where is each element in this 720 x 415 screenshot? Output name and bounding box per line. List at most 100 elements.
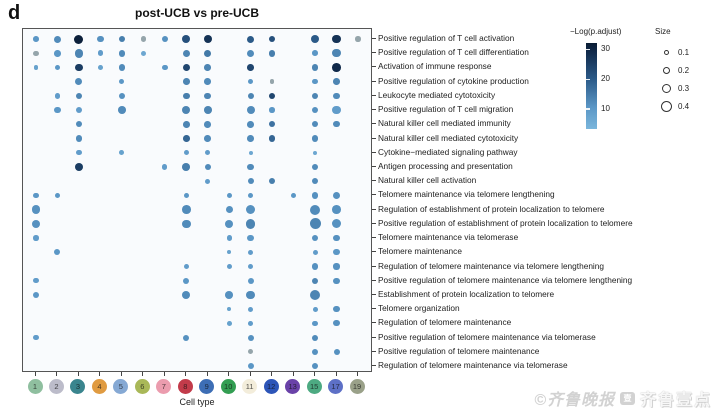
data-dot bbox=[355, 36, 361, 42]
pathway-label: Telomere organization bbox=[378, 303, 460, 314]
x-axis-tick bbox=[206, 372, 208, 376]
pathway-label: Telomere maintenance via telomere length… bbox=[378, 189, 555, 200]
data-dot bbox=[312, 50, 318, 56]
data-dot bbox=[333, 277, 340, 284]
x-axis-tick bbox=[249, 372, 251, 376]
data-dot bbox=[312, 306, 318, 312]
cell-type-badge: 7 bbox=[156, 378, 172, 394]
pathway-label: Leukocyte mediated cytotoxicity bbox=[378, 89, 496, 100]
cell-type-badge: 1 bbox=[27, 378, 43, 394]
size-legend-label: 0.3 bbox=[678, 83, 690, 93]
data-dot bbox=[225, 205, 233, 214]
color-legend-tick-label: 30 bbox=[601, 44, 610, 54]
cell-type-badge: 4 bbox=[91, 378, 107, 394]
data-dot bbox=[312, 163, 319, 171]
data-dot bbox=[75, 135, 83, 142]
pathway-label: Cytokine−mediated signaling pathway bbox=[378, 146, 518, 157]
data-dot bbox=[312, 348, 319, 355]
data-dot bbox=[312, 78, 318, 85]
data-dot bbox=[204, 92, 212, 100]
cell-type-badge: 5 bbox=[113, 378, 129, 394]
data-dot bbox=[248, 349, 254, 355]
pathway-label: Positive regulation of T cell differenti… bbox=[378, 47, 529, 58]
pathway-label: Positive regulation of T cell activation bbox=[378, 33, 515, 43]
size-legend-title: Size bbox=[655, 27, 671, 36]
y-axis-tick bbox=[372, 165, 376, 167]
color-legend-tick-label: 10 bbox=[601, 103, 610, 113]
x-axis-tick bbox=[77, 372, 79, 376]
x-axis-tick bbox=[271, 372, 273, 376]
data-dot bbox=[332, 219, 342, 229]
data-dot bbox=[31, 205, 41, 214]
data-dot bbox=[162, 164, 168, 170]
y-axis-tick bbox=[372, 293, 376, 295]
data-dot bbox=[182, 290, 191, 300]
data-dot bbox=[269, 92, 276, 99]
data-dot bbox=[247, 334, 254, 341]
data-dot bbox=[182, 92, 190, 100]
data-dot bbox=[247, 163, 254, 171]
y-axis-tick bbox=[372, 251, 376, 253]
pathway-label: Regulation of telomere maintenance via t… bbox=[378, 260, 605, 271]
pathway-label: Positive regulation of cytokine producti… bbox=[378, 75, 529, 86]
data-dot bbox=[332, 106, 341, 115]
data-dot bbox=[247, 178, 254, 185]
data-dot bbox=[33, 50, 39, 56]
data-dot bbox=[247, 35, 255, 43]
data-dot bbox=[203, 34, 212, 44]
y-axis-tick bbox=[372, 265, 376, 267]
data-dot bbox=[246, 219, 256, 229]
y-axis-tick bbox=[372, 66, 376, 68]
y-axis-tick bbox=[372, 222, 376, 224]
pathway-label: Positive regulation of telomere maintena… bbox=[378, 274, 633, 285]
x-axis-tick bbox=[314, 372, 316, 376]
data-dot bbox=[75, 92, 83, 100]
data-dot bbox=[333, 78, 340, 85]
cell-type-badge: 19 bbox=[349, 378, 365, 394]
x-axis-tick bbox=[35, 372, 36, 376]
cell-type-badge: 15 bbox=[306, 378, 322, 394]
y-axis-tick bbox=[372, 38, 376, 39]
data-dot bbox=[204, 121, 212, 128]
data-dot bbox=[33, 335, 39, 341]
data-dot bbox=[204, 78, 212, 85]
data-dot bbox=[247, 64, 254, 71]
data-dot bbox=[182, 163, 191, 171]
data-dot bbox=[269, 121, 276, 128]
data-dot bbox=[181, 205, 191, 214]
cell-type-badge: 10 bbox=[220, 378, 236, 394]
data-dot bbox=[118, 64, 126, 71]
data-dot bbox=[269, 79, 275, 84]
watermark-right-text: 齐鲁壹点 bbox=[639, 392, 712, 409]
data-dot bbox=[310, 204, 321, 215]
data-dot bbox=[248, 78, 254, 85]
data-dot bbox=[54, 64, 61, 71]
pathway-label: Regulation of establishment of protein l… bbox=[378, 203, 605, 214]
data-dot bbox=[268, 49, 276, 57]
y-axis-tick bbox=[372, 137, 376, 139]
size-legend-circle bbox=[662, 66, 670, 74]
data-dot bbox=[248, 249, 254, 255]
y-axis-tick bbox=[372, 180, 376, 182]
y-axis-tick bbox=[372, 322, 376, 324]
data-dot bbox=[119, 79, 125, 85]
data-dot bbox=[332, 49, 341, 58]
data-dot bbox=[183, 192, 189, 199]
color-legend-tick-dash bbox=[586, 78, 590, 80]
data-dot bbox=[182, 78, 190, 85]
data-dot bbox=[268, 35, 276, 43]
y-axis-tick bbox=[372, 94, 376, 96]
y-axis-tick bbox=[372, 336, 376, 338]
color-legend-tick-label: 20 bbox=[601, 74, 610, 84]
data-dot bbox=[161, 35, 169, 43]
x-axis-tick bbox=[357, 372, 359, 376]
pathway-label: Activation of immune response bbox=[378, 61, 492, 72]
data-dot bbox=[248, 306, 254, 312]
data-dot bbox=[182, 135, 190, 142]
data-dot bbox=[309, 289, 321, 301]
data-dot bbox=[333, 263, 340, 270]
data-dot bbox=[54, 49, 61, 57]
data-dot bbox=[182, 63, 190, 72]
data-dot bbox=[183, 334, 190, 341]
data-dot bbox=[54, 192, 61, 199]
